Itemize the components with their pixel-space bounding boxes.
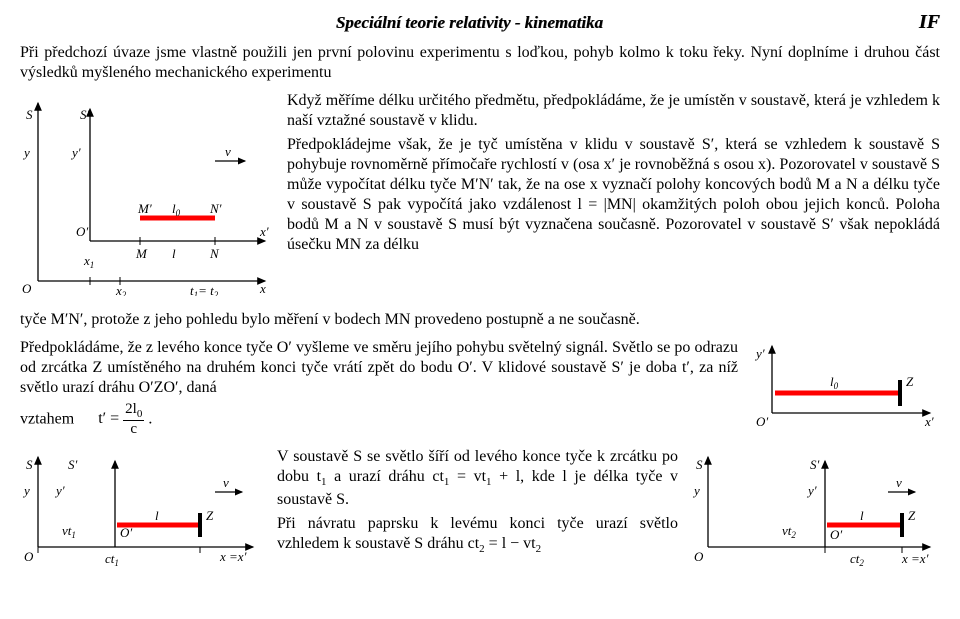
- lab-x: x: [259, 281, 266, 296]
- figure-2: y′ O′ x′ l0 Z: [750, 338, 940, 439]
- svg-text:x =x′: x =x′: [219, 549, 247, 564]
- figure-1: S y O x S′ y′ O′ x′ v M′ l0 N′ x1: [20, 91, 275, 302]
- p3b-lead: vztahem: [20, 410, 74, 427]
- lab-yp2: y′: [754, 346, 765, 361]
- svg-text:Z: Z: [908, 508, 916, 523]
- svg-text:ct1: ct1: [105, 551, 119, 567]
- svg-text:O′: O′: [120, 525, 132, 540]
- svg-text:vt2: vt2: [782, 523, 796, 540]
- lab-Z2: Z: [906, 374, 914, 389]
- page-header: Speciální teorie relativity - kinematika…: [20, 10, 940, 35]
- lab-Np: N′: [209, 201, 222, 216]
- svg-text:v: v: [223, 475, 229, 490]
- lab-Mp: M′: [137, 201, 152, 216]
- svg-text:t1= t2: t1= t2: [190, 283, 219, 296]
- svg-text:S: S: [26, 457, 33, 472]
- lab-xp: x′: [259, 224, 269, 239]
- svg-text:ct2: ct2: [850, 551, 864, 567]
- paragraph-1: Při předchozí úvaze jsme vlastně použili…: [20, 43, 940, 83]
- eq-tprime: t′ = 2l0 c: [98, 410, 148, 427]
- svg-text:l0: l0: [172, 201, 181, 218]
- svg-text:l: l: [155, 508, 159, 523]
- svg-text:y: y: [692, 483, 700, 498]
- svg-text:y′: y′: [806, 483, 817, 498]
- figure-3: S y O S′ y′ v vt1 O′ l Z ct1 x =x′: [20, 447, 265, 573]
- header-right: IF: [919, 10, 940, 35]
- lab-M: M: [135, 246, 148, 261]
- lab-Op2: O′: [756, 414, 768, 429]
- lab-Sp: S′: [80, 107, 90, 122]
- svg-text:O′: O′: [830, 527, 842, 542]
- lab-O: O: [22, 281, 32, 296]
- svg-text:Z: Z: [206, 508, 214, 523]
- svg-text:v: v: [896, 475, 902, 490]
- svg-text:O: O: [694, 549, 704, 564]
- block-bottom: S y O S′ y′ v vt1 O′ l Z ct1 x =x′: [20, 443, 940, 577]
- block-fig1-text: S y O x S′ y′ O′ x′ v M′ l0 N′ x1: [20, 87, 940, 306]
- lab-l: l: [172, 246, 176, 261]
- lab-yp: y′: [70, 145, 81, 160]
- svg-text:S′: S′: [810, 457, 820, 472]
- header-title: Speciální teorie relativity - kinematika: [20, 12, 919, 33]
- lab-v: v: [225, 144, 231, 159]
- lab-Op: O′: [76, 224, 88, 239]
- svg-text:S′: S′: [68, 457, 78, 472]
- lab-y: y: [22, 145, 30, 160]
- svg-text:x2: x2: [115, 283, 127, 296]
- svg-text:y: y: [22, 483, 30, 498]
- svg-text:x =x′: x =x′: [901, 551, 929, 566]
- svg-text:O: O: [24, 549, 34, 564]
- svg-text:S: S: [696, 457, 703, 472]
- block-p3: y′ O′ x′ l0 Z Předpokládáme, že z levého…: [20, 334, 940, 443]
- lab-N: N: [209, 246, 220, 261]
- paragraph-2c: tyče M′N′, protože z jeho pohledu bylo m…: [20, 310, 940, 330]
- svg-text:l: l: [860, 508, 864, 523]
- figure-4: S y O S′ y′ v vt2 O′ l Z ct2 x =x′: [690, 447, 940, 573]
- svg-text:x1: x1: [83, 253, 94, 270]
- svg-text:l0: l0: [830, 374, 839, 391]
- svg-text:y′: y′: [54, 483, 65, 498]
- lab-S: S: [26, 107, 33, 122]
- lab-xp2: x′: [924, 414, 934, 429]
- svg-text:vt1: vt1: [62, 523, 76, 540]
